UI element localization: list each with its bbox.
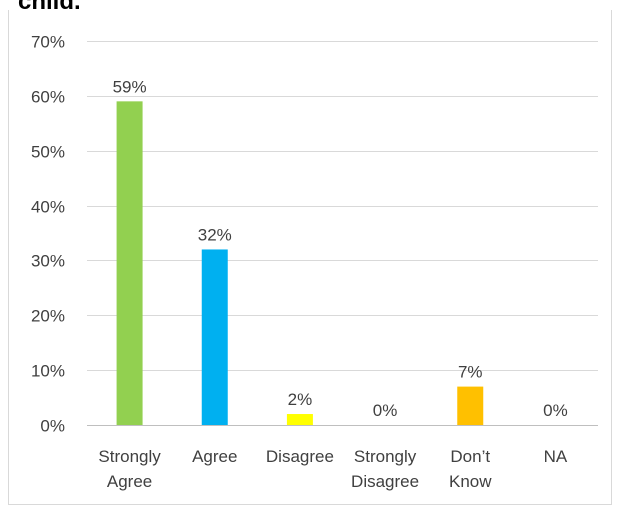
x-tick-label: Agree: [107, 472, 152, 491]
data-label: 59%: [113, 77, 147, 96]
data-label: 2%: [288, 390, 313, 409]
y-tick-label: 50%: [31, 143, 65, 162]
data-labels: 59% 32% 2% 0% 7% 0%: [113, 77, 568, 420]
data-label: 7%: [458, 363, 483, 382]
x-tick-label: Agree: [192, 447, 237, 466]
x-tick-label: Strongly: [98, 447, 161, 466]
bar: [201, 249, 228, 425]
x-tick-label: Know: [449, 472, 492, 491]
x-tick-label: Strongly: [354, 447, 417, 466]
gridlines: [87, 41, 598, 426]
y-tick-label: 30%: [31, 252, 65, 271]
x-tick-label: Disagree: [351, 472, 419, 491]
y-axis-ticks: 0% 10% 20% 30% 40% 50% 60% 70%: [31, 33, 65, 436]
bar: [116, 101, 143, 425]
y-tick-label: 0%: [40, 417, 65, 436]
x-axis-ticks: Strongly Agree Agree Disagree Strongly Disagr…: [98, 447, 567, 491]
data-label: 0%: [543, 401, 568, 420]
y-tick-label: 10%: [31, 362, 65, 381]
y-tick-label: 20%: [31, 307, 65, 326]
y-tick-label: 70%: [31, 33, 65, 52]
x-tick-label: NA: [544, 447, 568, 466]
bar: [457, 386, 484, 425]
y-tick-label: 40%: [31, 198, 65, 217]
bars: [116, 101, 484, 425]
bar: [286, 414, 313, 425]
data-label: 0%: [373, 401, 398, 420]
chart-title: child.: [18, 0, 81, 15]
x-tick-label: Disagree: [266, 447, 334, 466]
x-tick-label: Don’t: [450, 447, 490, 466]
chart-border: [8, 10, 612, 505]
data-label: 32%: [198, 225, 232, 244]
y-tick-label: 60%: [31, 88, 65, 107]
